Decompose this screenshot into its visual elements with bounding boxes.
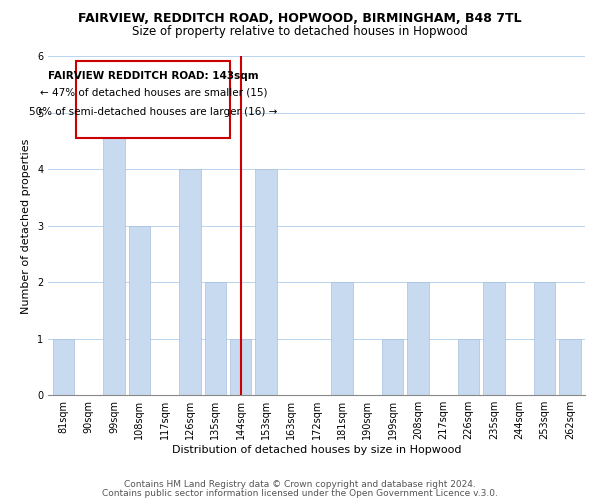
Text: Size of property relative to detached houses in Hopwood: Size of property relative to detached ho…	[132, 25, 468, 38]
Bar	[128, 226, 150, 395]
Bar	[331, 282, 353, 395]
Text: FAIRVIEW REDDITCH ROAD: 143sqm: FAIRVIEW REDDITCH ROAD: 143sqm	[48, 70, 259, 81]
X-axis label: Distribution of detached houses by size in Hopwood: Distribution of detached houses by size …	[172, 445, 461, 455]
Bar	[559, 339, 581, 395]
Bar	[179, 170, 201, 395]
Bar	[458, 339, 479, 395]
Text: FAIRVIEW, REDDITCH ROAD, HOPWOOD, BIRMINGHAM, B48 7TL: FAIRVIEW, REDDITCH ROAD, HOPWOOD, BIRMIN…	[78, 12, 522, 26]
Bar	[483, 282, 505, 395]
Bar	[205, 282, 226, 395]
Bar	[53, 339, 74, 395]
Y-axis label: Number of detached properties: Number of detached properties	[22, 138, 31, 314]
Text: ← 47% of detached houses are smaller (15): ← 47% of detached houses are smaller (15…	[40, 88, 267, 98]
Text: 50% of semi-detached houses are larger (16) →: 50% of semi-detached houses are larger (…	[29, 108, 277, 118]
Bar	[255, 170, 277, 395]
Bar	[103, 113, 125, 395]
Text: Contains public sector information licensed under the Open Government Licence v.: Contains public sector information licen…	[102, 488, 498, 498]
Bar	[407, 282, 428, 395]
Bar	[534, 282, 555, 395]
Bar	[230, 339, 251, 395]
FancyBboxPatch shape	[76, 61, 230, 138]
Bar	[382, 339, 403, 395]
Text: Contains HM Land Registry data © Crown copyright and database right 2024.: Contains HM Land Registry data © Crown c…	[124, 480, 476, 489]
